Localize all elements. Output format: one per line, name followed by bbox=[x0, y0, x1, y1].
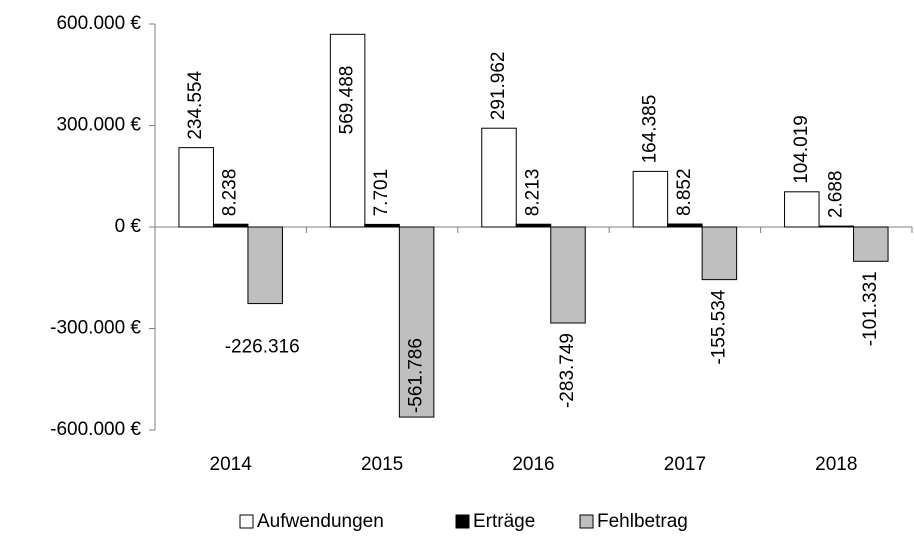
bar bbox=[701, 226, 738, 281]
bar bbox=[667, 223, 703, 228]
bar bbox=[853, 226, 889, 262]
y-tick-label: 0 € bbox=[115, 216, 142, 237]
legend-swatch bbox=[455, 514, 470, 529]
value-label: 164.385 bbox=[639, 95, 660, 164]
legend-swatch bbox=[579, 514, 594, 529]
y-tick-label: 300.000 € bbox=[56, 115, 141, 136]
value-label: 7.701 bbox=[371, 169, 392, 217]
legend-swatch bbox=[239, 514, 254, 529]
y-tick-label: -300.000 € bbox=[50, 318, 141, 339]
x-tick-label: 2015 bbox=[361, 454, 403, 475]
value-label: -155.534 bbox=[708, 289, 729, 364]
legend-label: Aufwendungen bbox=[257, 511, 384, 532]
value-label: -283.749 bbox=[557, 333, 578, 408]
value-label: 8.213 bbox=[523, 169, 544, 217]
value-label: -561.786 bbox=[406, 338, 427, 413]
x-tick-label: 2014 bbox=[210, 454, 253, 475]
value-label: 569.488 bbox=[337, 66, 358, 135]
value-label: 291.962 bbox=[488, 52, 509, 121]
bar bbox=[481, 127, 517, 228]
value-label: 234.554 bbox=[185, 71, 206, 140]
bar bbox=[515, 223, 552, 228]
bar bbox=[784, 191, 820, 228]
bar bbox=[329, 33, 366, 228]
bar bbox=[212, 223, 249, 228]
bar bbox=[818, 225, 855, 228]
legend-label: Erträge bbox=[473, 511, 535, 532]
value-label: 104.019 bbox=[791, 115, 812, 184]
bar bbox=[550, 226, 586, 324]
bar bbox=[178, 147, 214, 228]
legend-label: Fehlbetrag bbox=[597, 511, 688, 532]
x-tick-label: 2017 bbox=[664, 454, 706, 475]
value-label: 2.688 bbox=[825, 171, 846, 219]
value-label: 8.238 bbox=[220, 169, 241, 217]
x-tick-label: 2016 bbox=[512, 454, 554, 475]
bar bbox=[247, 226, 283, 305]
x-tick-label: 2018 bbox=[815, 454, 857, 475]
bar bbox=[398, 226, 435, 418]
bar bbox=[364, 223, 400, 228]
bar bbox=[632, 170, 669, 228]
value-label: -101.331 bbox=[860, 271, 881, 346]
value-label: 8.852 bbox=[674, 168, 695, 216]
y-tick-label: 600.000 € bbox=[56, 13, 141, 34]
y-tick-label: -600.000 € bbox=[50, 419, 141, 440]
value-label: -226.316 bbox=[225, 337, 300, 358]
